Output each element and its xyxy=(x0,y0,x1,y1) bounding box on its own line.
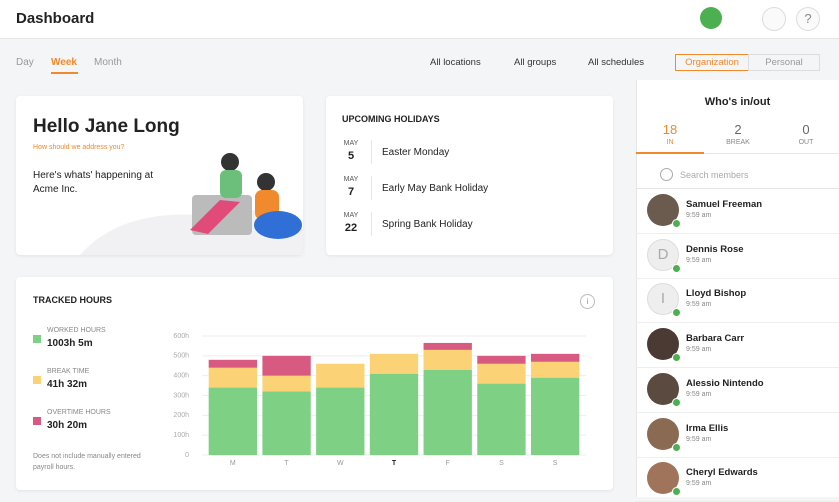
member-name: Irma Ellis xyxy=(686,422,729,434)
legend-swatch xyxy=(33,417,41,425)
holiday-day: 5 xyxy=(347,150,355,162)
holidays-card xyxy=(326,96,613,255)
member-row[interactable] xyxy=(636,234,839,279)
holiday-separator xyxy=(371,140,372,164)
holiday-separator xyxy=(371,176,372,200)
legend-total: 41h 32m xyxy=(47,379,88,390)
greeting-link[interactable]: How should we address you? xyxy=(33,144,125,151)
illustration xyxy=(80,153,303,255)
legend-swatch xyxy=(33,376,41,384)
member-row[interactable] xyxy=(636,413,839,458)
holiday-day: 7 xyxy=(347,186,355,198)
count-label: OUT xyxy=(798,139,814,146)
member-time: 9:59 am xyxy=(686,301,712,309)
greeting-text: Here's whats' happening at Acme Inc. xyxy=(33,170,154,195)
member-name: Dennis Rose xyxy=(686,243,744,255)
search-input[interactable]: Search members xyxy=(680,170,749,180)
holiday-day: 22 xyxy=(344,222,358,234)
member-time: 9:59 am xyxy=(686,480,712,488)
scope-option[interactable]: Organization xyxy=(675,54,749,71)
filter-dropdown[interactable]: All locations xyxy=(430,57,481,68)
legend-total: 30h 20m xyxy=(47,420,88,431)
status-dot xyxy=(672,263,681,273)
holiday-month: MAY xyxy=(343,176,359,183)
count-value: 2 xyxy=(734,122,742,137)
scope-option[interactable]: Personal xyxy=(748,54,820,71)
holiday-name: Easter Monday xyxy=(382,147,450,158)
member-time: 9:59 am xyxy=(686,435,712,443)
status-dot xyxy=(672,397,681,407)
sidebar-title: Who's in/out xyxy=(704,96,771,108)
filter-dropdown[interactable]: All groups xyxy=(514,57,557,68)
tab-underline xyxy=(51,72,78,74)
notifications[interactable] xyxy=(762,7,786,31)
member-name: Alessio Nintendo xyxy=(686,377,764,389)
member-row[interactable] xyxy=(636,323,839,369)
tab[interactable]: Day xyxy=(16,57,34,68)
page-title: Dashboard xyxy=(16,10,95,27)
holiday-name: Spring Bank Holiday xyxy=(382,219,473,230)
tab[interactable]: Week xyxy=(51,57,77,68)
help[interactable]: ? xyxy=(796,7,820,31)
count-label: IN xyxy=(666,139,674,146)
active-underline xyxy=(636,152,704,154)
legend-total: 1003h 5m xyxy=(47,338,93,349)
member-time: 9:59 am xyxy=(686,390,712,398)
info-icon[interactable]: i xyxy=(580,294,595,309)
chart-title: TRACKED HOURS xyxy=(33,295,113,305)
holiday-separator xyxy=(371,212,372,236)
holiday-month: MAY xyxy=(343,140,359,147)
count-value: 0 xyxy=(802,122,810,137)
member-name: Barbara Carr xyxy=(686,333,745,345)
member-row[interactable] xyxy=(636,189,839,234)
divider xyxy=(636,153,839,154)
member-time: 9:59 am xyxy=(686,256,712,264)
clock-in-button[interactable] xyxy=(700,7,722,29)
member-time: 9:59 am xyxy=(686,346,712,354)
legend-swatch xyxy=(33,335,41,343)
chart-note: Does not include manually entered payrol… xyxy=(33,453,141,471)
count-value: 18 xyxy=(662,122,678,137)
legend-label: WORKED HOURS xyxy=(47,327,106,334)
member-name: Lloyd Bishop xyxy=(686,288,747,300)
top-bar xyxy=(0,0,839,39)
status-dot xyxy=(672,487,681,497)
member-row[interactable] xyxy=(636,368,839,413)
search-icon xyxy=(660,168,673,181)
member-row[interactable] xyxy=(636,278,839,324)
member-name: Cheryl Edwards xyxy=(686,467,758,479)
divider xyxy=(636,188,839,189)
status-dot xyxy=(672,219,681,228)
holidays-title: UPCOMING HOLIDAYS xyxy=(342,114,440,124)
status-dot xyxy=(672,442,681,452)
legend-label: OVERTIME HOURS xyxy=(47,409,111,416)
holiday-month: MAY xyxy=(343,212,359,219)
filter-dropdown[interactable]: All schedules xyxy=(588,57,644,68)
member-time: 9:59 am xyxy=(686,212,712,219)
status-dot xyxy=(672,308,681,318)
holiday-name: Early May Bank Holiday xyxy=(382,183,489,194)
count-label: BREAK xyxy=(726,139,750,146)
tab[interactable]: Month xyxy=(94,57,122,68)
status-dot xyxy=(672,353,681,363)
legend-label: BREAK TIME xyxy=(47,368,90,375)
member-name: Samuel Freeman xyxy=(686,199,763,210)
greeting-title: Hello Jane Long xyxy=(33,116,180,137)
